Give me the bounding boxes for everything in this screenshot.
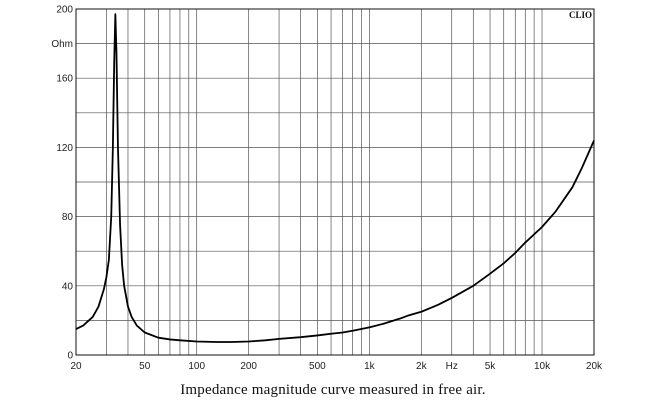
y-tick-label: 0 [67, 351, 73, 362]
x-tick-label: 50 [139, 361, 151, 372]
x-tick-label: 2k [416, 361, 428, 372]
x-tick-label: 20 [70, 361, 82, 372]
y-tick-label: 80 [62, 212, 74, 223]
x-unit-label: Hz [446, 361, 458, 372]
x-tick-label: 10k [534, 361, 551, 372]
x-tick-labels: 20 50 100 200 500 1k 2k 5k 10k 20k [70, 361, 603, 372]
x-tick-label: 100 [188, 361, 205, 372]
y-tick-label: 200 [56, 5, 73, 16]
x-tick-label: 20k [586, 361, 603, 372]
y-tick-label: 40 [62, 281, 74, 292]
y-tick-label: 160 [56, 74, 73, 85]
major-gridlines [76, 43, 594, 321]
y-tick-label: 120 [56, 143, 73, 154]
x-tick-label: 5k [485, 361, 497, 372]
x-tick-label: 200 [240, 361, 257, 372]
x-tick-label: 1k [364, 361, 376, 372]
impedance-curve [75, 13, 595, 343]
y-unit-label: Ohm [51, 39, 73, 50]
clio-brand-label: CLIO [569, 10, 592, 20]
x-tick-label: 500 [309, 361, 326, 372]
y-tick-labels: 0 40 80 120 160 200 [56, 5, 73, 362]
plot-frame [75, 8, 595, 356]
figure-caption: Impedance magnitude curve measured in fr… [180, 382, 486, 398]
